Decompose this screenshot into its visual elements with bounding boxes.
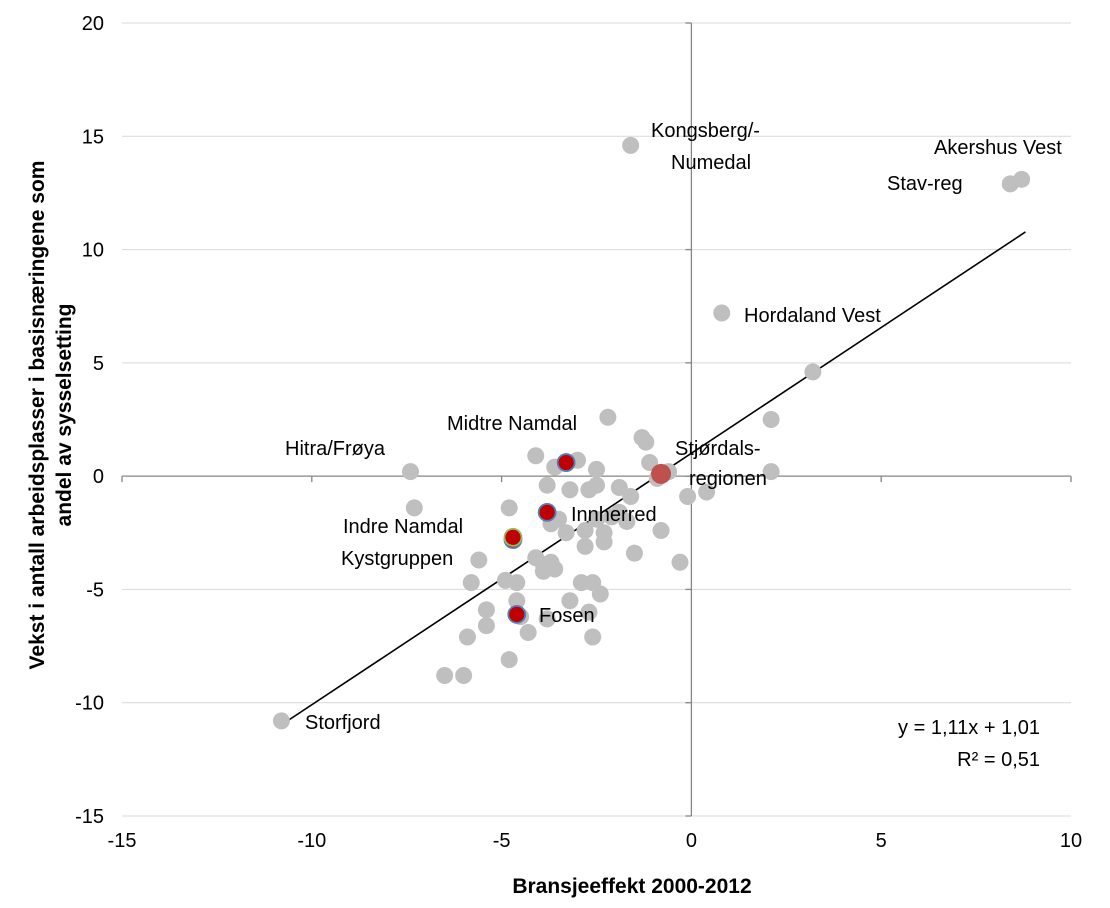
regression-equation: y = 1,11x + 1,01 <box>898 717 1040 739</box>
data-point <box>713 304 731 322</box>
data-point <box>679 488 697 506</box>
x-tick-label: 5 <box>876 830 887 852</box>
point-label: Midtre Namdal <box>447 413 577 435</box>
point-label: Innherred <box>571 504 657 526</box>
y-tick-label: 20 <box>82 13 104 35</box>
y-tick-label: -10 <box>75 693 104 715</box>
y-tick-label: -15 <box>75 806 104 828</box>
highlight-point <box>537 502 557 522</box>
r-squared-label: R² = 0,51 <box>957 749 1040 771</box>
point-label: Storfjord <box>305 712 381 734</box>
data-point <box>580 603 598 621</box>
data-point <box>576 522 594 540</box>
point-label: Hordaland Vest <box>744 305 881 327</box>
point-labels: Kongsberg/- Numedal Akershus Vest Stav-reg H… <box>285 120 1062 734</box>
data-point <box>588 476 605 494</box>
highlight-point <box>503 527 523 547</box>
data-point <box>561 481 579 499</box>
point-label: Kongsberg/- <box>651 120 760 142</box>
data-point <box>508 592 526 610</box>
data-point <box>576 537 594 555</box>
highlight-point <box>556 453 576 472</box>
data-point <box>272 712 290 730</box>
point-label: Stav-reg <box>887 173 963 195</box>
data-point <box>538 610 556 628</box>
data-point <box>527 447 545 465</box>
data-point <box>599 408 617 426</box>
data-point <box>637 433 655 451</box>
data-point <box>462 574 480 592</box>
x-tick-label: 10 <box>1060 830 1082 852</box>
axes <box>121 22 1072 817</box>
point-label: Akershus Vest <box>934 137 1062 159</box>
data-point <box>500 499 518 517</box>
x-tick-label: -10 <box>297 830 326 852</box>
y-axis-title-line-2: andel av sysselsetting <box>53 304 76 527</box>
data-point <box>610 478 628 496</box>
highlight-point-stjordal <box>651 463 672 484</box>
data-point <box>762 463 780 481</box>
data-point <box>561 592 579 610</box>
data-point <box>405 499 423 517</box>
data-point <box>698 483 716 501</box>
data-point <box>641 454 659 472</box>
data-point <box>622 136 640 154</box>
data-point <box>595 524 613 542</box>
data-point <box>546 560 564 578</box>
data-point <box>401 463 419 481</box>
data-point <box>591 585 609 603</box>
data-point <box>622 488 640 506</box>
y-tick-label: 15 <box>82 126 104 148</box>
point-label: Numedal <box>671 152 751 174</box>
data-point <box>762 411 780 428</box>
y-axis-title-line-1: Vekst i antall arbeidsplasser i basisnær… <box>26 161 49 670</box>
data-point <box>618 512 636 530</box>
data-point <box>458 628 476 646</box>
data-points <box>272 136 1031 730</box>
y-tick-label: 5 <box>93 353 104 375</box>
data-point <box>588 460 605 478</box>
y-tick-labels: -15 -10 -5 0 5 10 15 20 <box>75 13 104 828</box>
highlight-point <box>507 604 527 624</box>
point-label: Fosen <box>539 605 595 627</box>
data-point <box>470 551 488 569</box>
data-point <box>671 553 689 571</box>
data-point <box>584 628 602 646</box>
data-point <box>652 522 670 540</box>
point-label: Indre Namdal <box>343 516 463 538</box>
data-point <box>508 574 526 592</box>
data-point <box>477 617 495 635</box>
data-point <box>804 363 822 381</box>
y-axis-title: Vekst i antall arbeidsplasser i basisnær… <box>26 161 76 670</box>
data-point <box>455 667 473 685</box>
point-label: Hitra/Frøya <box>285 438 386 460</box>
y-tick-label: 0 <box>93 466 104 488</box>
point-label: regionen <box>689 468 767 490</box>
data-point <box>500 651 518 669</box>
data-point <box>1013 170 1031 188</box>
y-tick-label: 10 <box>82 240 104 262</box>
gridlines <box>122 22 1071 817</box>
x-tick-label: -5 <box>493 830 511 852</box>
y-tick-label: -5 <box>86 579 104 601</box>
data-point <box>477 601 495 619</box>
point-label: Stjørdals- <box>675 438 761 460</box>
data-point <box>625 544 643 562</box>
x-tick-labels: -15 -10 -5 0 5 10 <box>108 830 1083 852</box>
data-point <box>557 524 575 542</box>
x-axis-title: Bransjeeffekt 2000-2012 <box>512 875 751 898</box>
data-point <box>538 476 556 494</box>
data-point <box>519 623 537 641</box>
x-tick-label: 0 <box>686 830 697 852</box>
point-label: Kystgruppen <box>341 548 453 570</box>
data-point <box>436 667 454 685</box>
data-point <box>588 510 605 528</box>
x-tick-label: -15 <box>108 830 137 852</box>
